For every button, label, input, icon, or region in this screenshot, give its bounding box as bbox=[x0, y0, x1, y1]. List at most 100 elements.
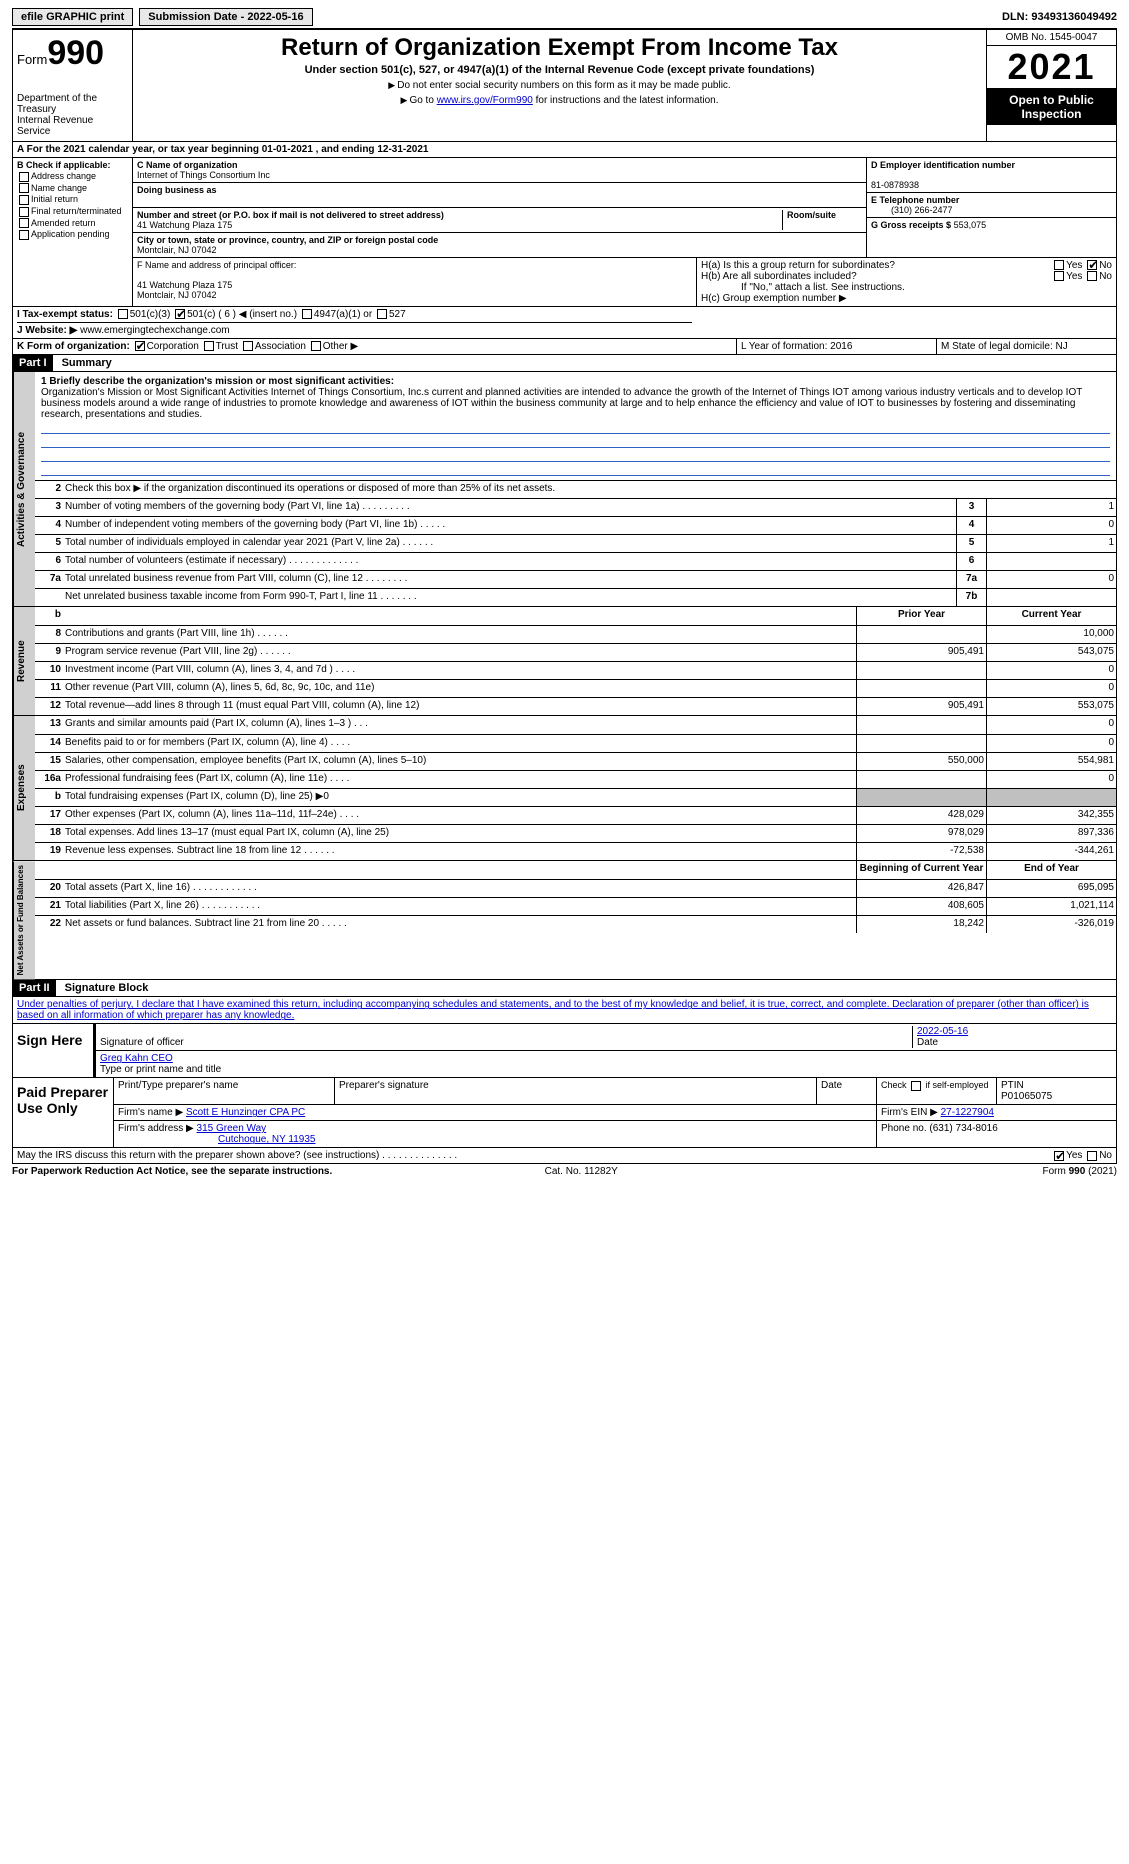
entity-info: B Check if applicable: Address change Na… bbox=[12, 158, 1117, 307]
prior-14 bbox=[856, 735, 986, 752]
hdr-current-year: Current Year bbox=[986, 607, 1116, 625]
part-2-title: Signature Block bbox=[59, 980, 155, 996]
officer-addr2: Montclair, NJ 07042 bbox=[137, 290, 217, 300]
form-title: Return of Organization Exempt From Incom… bbox=[141, 34, 978, 62]
tab-revenue: Revenue bbox=[13, 607, 35, 715]
eoy-20: 695,095 bbox=[986, 880, 1116, 897]
curr-12: 553,075 bbox=[986, 698, 1116, 715]
boy-21: 408,605 bbox=[856, 898, 986, 915]
irs-label: Internal Revenue Service bbox=[17, 115, 128, 137]
chk-final-return[interactable]: Final return/terminated bbox=[17, 206, 128, 217]
curr-8: 10,000 bbox=[986, 626, 1116, 643]
line-17: Other expenses (Part IX, column (A), lin… bbox=[63, 807, 856, 824]
prep-ptin: PTINP01065075 bbox=[996, 1078, 1116, 1104]
val-3: 1 bbox=[986, 499, 1116, 516]
org-name-label: C Name of organization bbox=[137, 160, 238, 170]
row-j-website: J Website: ▶ www.emergingtechexchange.co… bbox=[17, 322, 692, 336]
line-4: Number of independent voting members of … bbox=[63, 517, 956, 534]
discuss-preparer: May the IRS discuss this return with the… bbox=[13, 1147, 1116, 1163]
hdr-boy: Beginning of Current Year bbox=[856, 861, 986, 879]
chk-name-change[interactable]: Name change bbox=[17, 183, 128, 194]
line-11: Other revenue (Part VIII, column (A), li… bbox=[63, 680, 856, 697]
mission-label: 1 Briefly describe the organization's mi… bbox=[41, 376, 394, 387]
part-2-header: Part II bbox=[13, 980, 56, 996]
tab-expenses: Expenses bbox=[13, 716, 35, 860]
row-a-tax-year: A For the 2021 calendar year, or tax yea… bbox=[12, 142, 1117, 158]
line-9: Program service revenue (Part VIII, line… bbox=[63, 644, 856, 661]
mission-text: Organization's Mission or Most Significa… bbox=[41, 387, 1082, 420]
val-6 bbox=[986, 553, 1116, 570]
row-k-form-org: K Form of organization: Corporation Trus… bbox=[13, 339, 736, 354]
hdr-eoy: End of Year bbox=[986, 861, 1116, 879]
website-value: www.emergingtechexchange.com bbox=[80, 325, 230, 336]
open-public-badge: Open to Public Inspection bbox=[987, 89, 1116, 125]
efile-button[interactable]: efile GRAPHIC print bbox=[12, 8, 133, 26]
form990-link[interactable]: www.irs.gov/Form990 bbox=[437, 95, 533, 106]
firm-name: Firm's name ▶ Scott E Hunzinger CPA PC bbox=[114, 1105, 876, 1120]
chk-address-change[interactable]: Address change bbox=[17, 171, 128, 182]
sig-officer-label: Signature of officer bbox=[100, 1037, 184, 1048]
eoy-21: 1,021,114 bbox=[986, 898, 1116, 915]
officer-addr1: 41 Watchung Plaza 175 bbox=[137, 280, 232, 290]
prior-11 bbox=[856, 680, 986, 697]
line-7a: Total unrelated business revenue from Pa… bbox=[63, 571, 956, 588]
tab-activities-governance: Activities & Governance bbox=[13, 372, 35, 606]
address-value: 41 Watchung Plaza 175 bbox=[137, 220, 232, 230]
curr-15: 554,981 bbox=[986, 753, 1116, 770]
firm-phone: Phone no. (631) 734-8016 bbox=[876, 1121, 1116, 1147]
hdr-prior-year: Prior Year bbox=[856, 607, 986, 625]
line-19: Revenue less expenses. Subtract line 18 … bbox=[63, 843, 856, 860]
h-a-group-return: H(a) Is this a group return for subordin… bbox=[701, 260, 1112, 271]
footer-form: Form 990 (2021) bbox=[1043, 1166, 1117, 1177]
phone-label: E Telephone number bbox=[871, 195, 959, 205]
city-value: Montclair, NJ 07042 bbox=[137, 245, 217, 255]
chk-application-pending[interactable]: Application pending bbox=[17, 229, 128, 240]
line-14: Benefits paid to or for members (Part IX… bbox=[63, 735, 856, 752]
row-m-state: M State of legal domicile: NJ bbox=[936, 339, 1116, 354]
officer-name-title: Greg Kahn CEO bbox=[100, 1053, 173, 1064]
line-21: Total liabilities (Part X, line 26) . . … bbox=[63, 898, 856, 915]
footer-catno: Cat. No. 11282Y bbox=[545, 1166, 618, 1177]
firm-address: Firm's address ▶ 315 Green WayCutchogue,… bbox=[114, 1121, 876, 1147]
submission-date-button[interactable]: Submission Date - 2022-05-16 bbox=[139, 8, 312, 26]
chk-initial-return[interactable]: Initial return bbox=[17, 194, 128, 205]
tax-year: 2021 bbox=[987, 46, 1116, 89]
boy-22: 18,242 bbox=[856, 916, 986, 933]
curr-9: 543,075 bbox=[986, 644, 1116, 661]
ein-value: 81-0878938 bbox=[871, 180, 919, 190]
line-8: Contributions and grants (Part VIII, lin… bbox=[63, 626, 856, 643]
goto-prefix: Go to bbox=[401, 95, 437, 106]
line-12: Total revenue—add lines 8 through 11 (mu… bbox=[63, 698, 856, 715]
dba-label: Doing business as bbox=[137, 185, 217, 195]
line-15: Salaries, other compensation, employee b… bbox=[63, 753, 856, 770]
sig-date-label: Date bbox=[917, 1037, 938, 1048]
dln-text: DLN: 93493136049492 bbox=[1002, 11, 1117, 23]
prior-12: 905,491 bbox=[856, 698, 986, 715]
prior-10 bbox=[856, 662, 986, 679]
curr-14: 0 bbox=[986, 735, 1116, 752]
line-18: Total expenses. Add lines 13–17 (must eq… bbox=[63, 825, 856, 842]
ssn-warning: Do not enter social security numbers on … bbox=[141, 80, 978, 91]
goto-suffix: for instructions and the latest informat… bbox=[533, 95, 719, 106]
footer-paperwork: For Paperwork Reduction Act Notice, see … bbox=[12, 1166, 332, 1177]
form-subtitle: Under section 501(c), 527, or 4947(a)(1)… bbox=[141, 64, 978, 76]
prep-sig-hdr: Preparer's signature bbox=[334, 1078, 816, 1104]
sign-here-label: Sign Here bbox=[13, 1024, 93, 1077]
prep-selfemp: Check if self-employed bbox=[876, 1078, 996, 1104]
city-label: City or town, state or province, country… bbox=[137, 235, 438, 245]
phone-value: (310) 266-2477 bbox=[871, 205, 953, 215]
prior-8 bbox=[856, 626, 986, 643]
curr-17: 342,355 bbox=[986, 807, 1116, 824]
prep-name-hdr: Print/Type preparer's name bbox=[114, 1078, 334, 1104]
curr-13: 0 bbox=[986, 716, 1116, 734]
part-1-header: Part I bbox=[13, 355, 53, 371]
h-b-subordinates: H(b) Are all subordinates included? Yes … bbox=[701, 271, 1112, 282]
chk-amended-return[interactable]: Amended return bbox=[17, 218, 128, 229]
form-word: Form bbox=[17, 52, 47, 67]
line-5: Total number of individuals employed in … bbox=[63, 535, 956, 552]
line-22: Net assets or fund balances. Subtract li… bbox=[63, 916, 856, 933]
prior-17: 428,029 bbox=[856, 807, 986, 824]
prep-date-hdr: Date bbox=[816, 1078, 876, 1104]
line-16b: Total fundraising expenses (Part IX, col… bbox=[63, 789, 856, 806]
row-i-tax-status: I Tax-exempt status: 501(c)(3) 501(c) ( … bbox=[17, 309, 692, 320]
